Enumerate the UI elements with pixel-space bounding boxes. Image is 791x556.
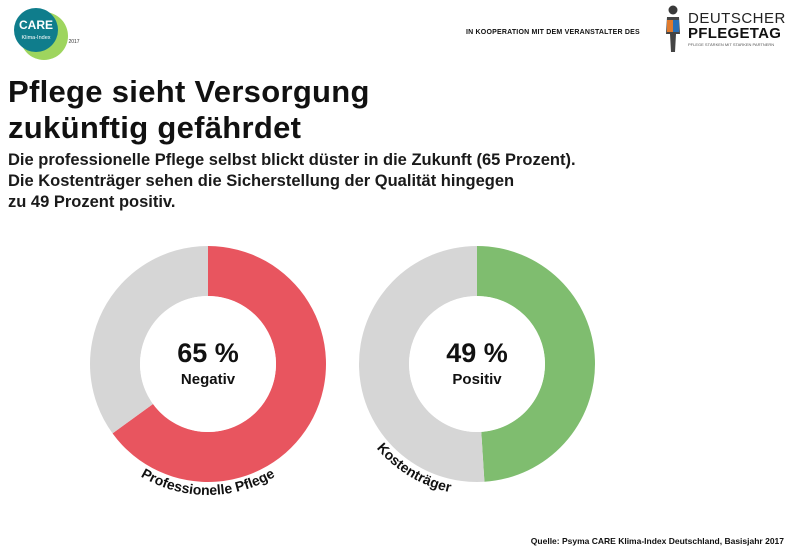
- logo-tagline: PFLEGE STÄRKEN MIT STARKEN PARTNERN: [688, 42, 775, 47]
- donut-hole: [409, 296, 545, 432]
- donut-slice-negativ: [112, 246, 327, 483]
- person-figure-icon: [666, 5, 680, 52]
- subtitle-line-3: zu 49 Prozent positiv.: [8, 193, 176, 211]
- care-logo-title: CARE: [19, 18, 53, 32]
- subtitle-line-1: Die professionelle Pflege selbst blickt …: [8, 151, 576, 169]
- page-subtitle: Die professionelle Pflege selbst blickt …: [8, 150, 708, 213]
- deutscher-pflegetag-logo: DEUTSCHER PFLEGETAG PFLEGE STÄRKEN MIT S…: [660, 4, 785, 54]
- care-klima-index-logo: CARE Klima-Index 2017: [8, 6, 88, 62]
- source-note: Quelle: Psyma CARE Klima-Index Deutschla…: [530, 536, 784, 546]
- donut-slice-rest: [90, 246, 208, 434]
- center-label: Positiv: [452, 371, 502, 388]
- care-logo-graphic: CARE Klima-Index 2017: [14, 8, 80, 60]
- donut-slice-rest: [358, 246, 485, 483]
- care-logo-year: 2017: [68, 39, 79, 45]
- logo-line-deutscher: DEUTSCHER: [688, 10, 786, 27]
- page-title: Pflege sieht Versorgung zukünftig gefähr…: [8, 74, 568, 146]
- donut-hole: [140, 296, 276, 432]
- center-value: 49 %: [446, 338, 508, 368]
- logo-line-pflegetag: PFLEGETAG: [688, 25, 782, 42]
- donut-slice-positiv: [477, 246, 595, 482]
- center-value: 65 %: [177, 338, 239, 368]
- center-label: Negativ: [181, 371, 236, 388]
- subtitle-line-2: Die Kostenträger sehen die Sicherstellun…: [8, 172, 515, 190]
- title-line-1: Pflege sieht Versorgung: [8, 74, 370, 109]
- cooperation-text: IN KOOPERATION MIT DEM VERANSTALTER DES: [466, 29, 640, 36]
- care-logo-subtitle: Klima-Index: [21, 35, 50, 41]
- title-line-2: zukünftig gefährdet: [8, 110, 302, 145]
